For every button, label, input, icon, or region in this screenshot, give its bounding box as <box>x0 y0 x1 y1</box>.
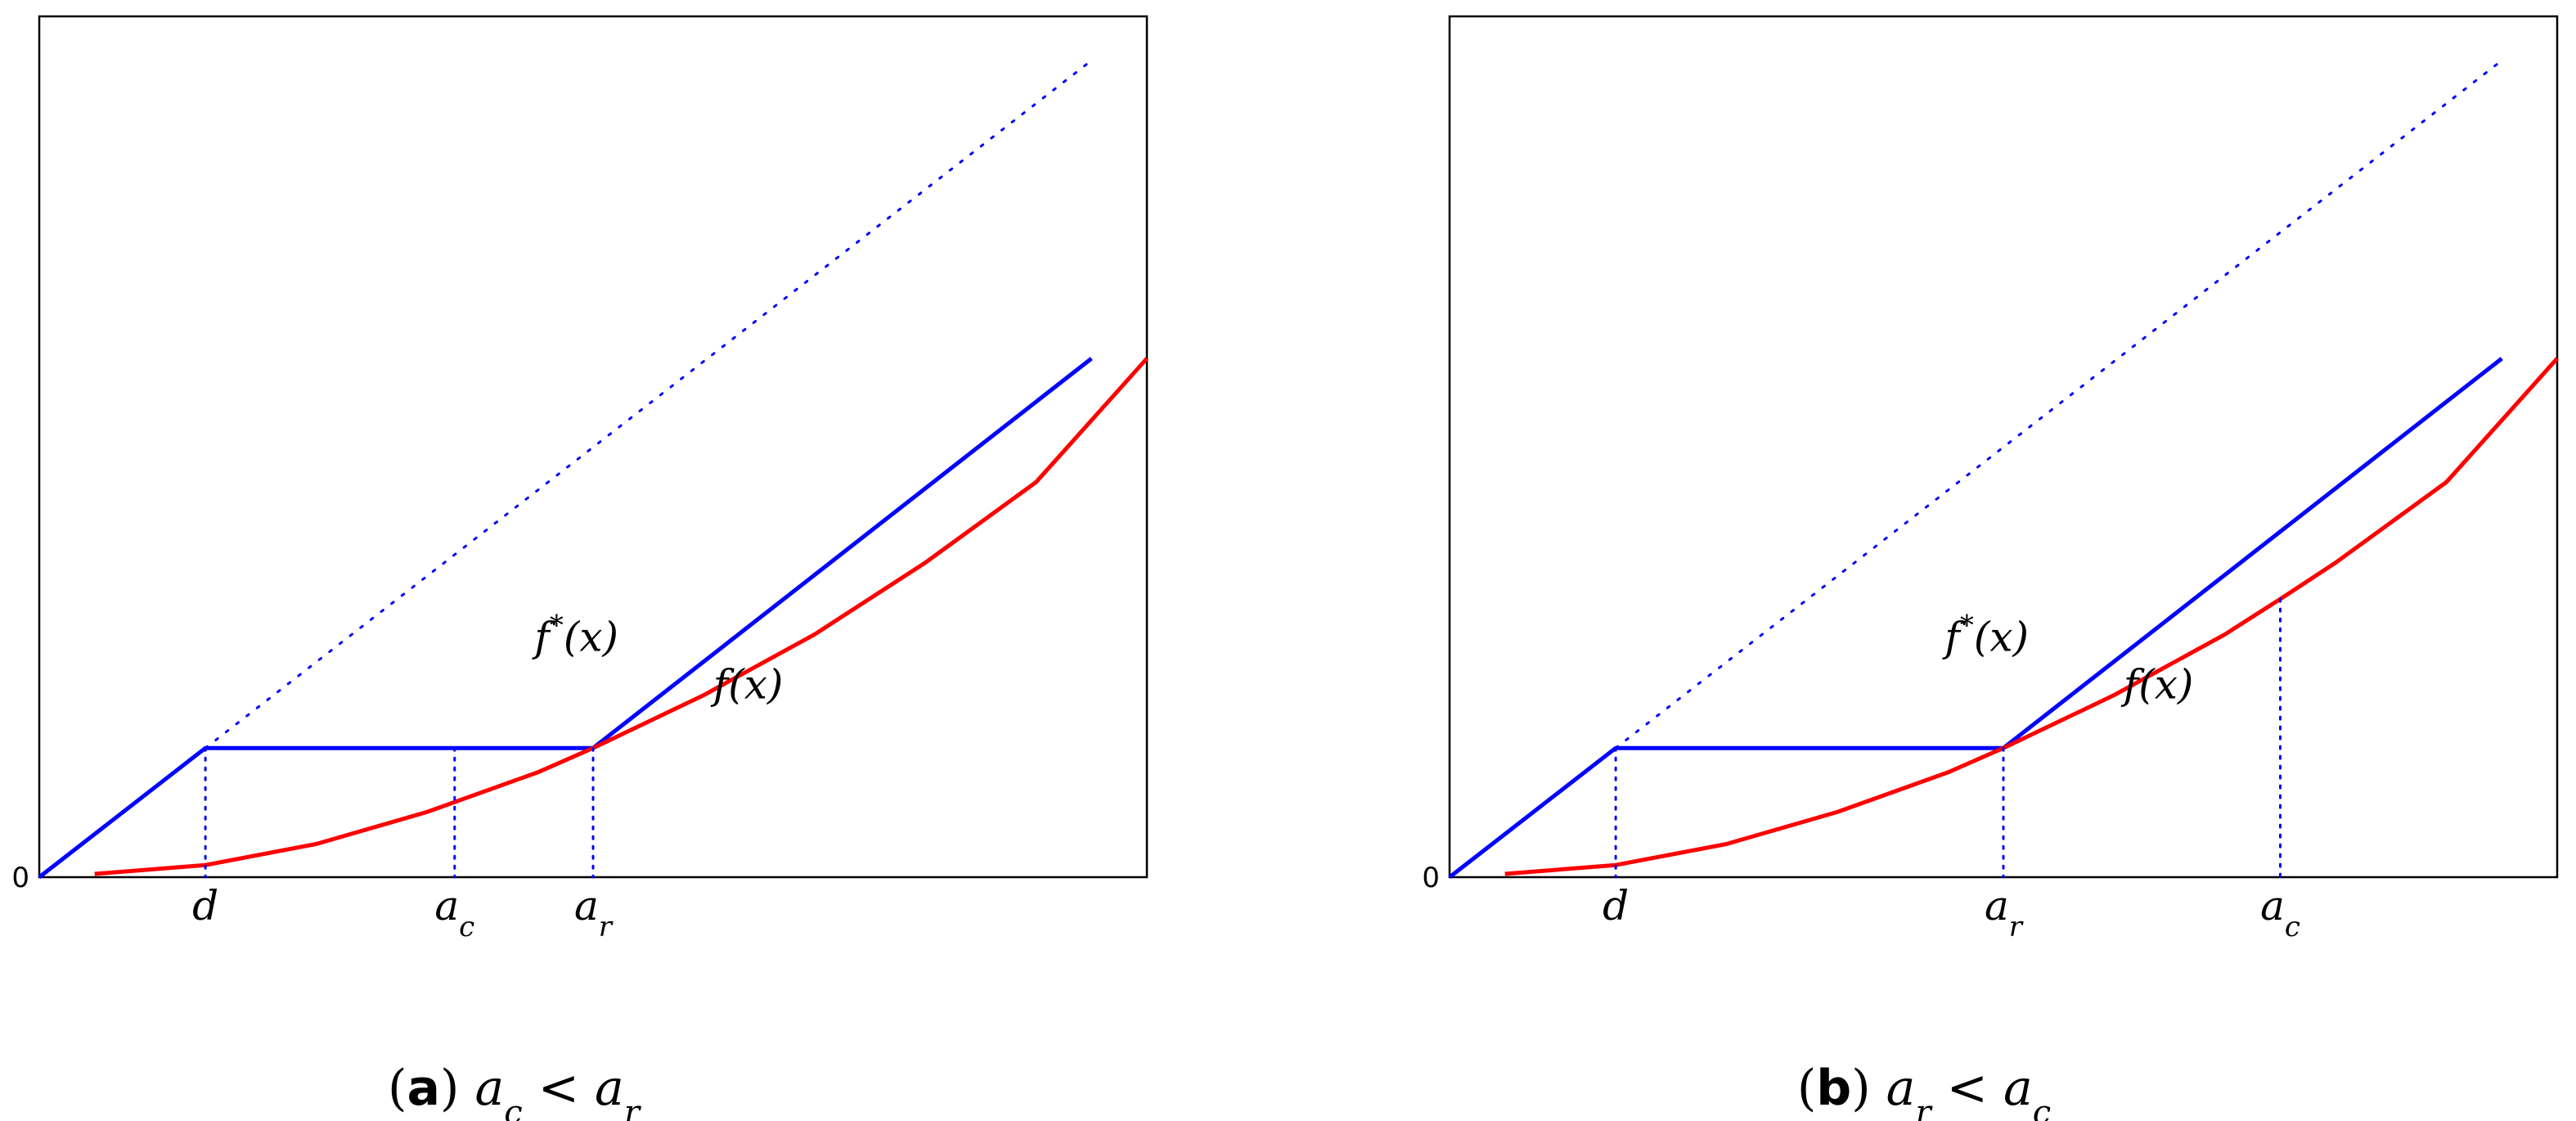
diagonal-dotted-line <box>1614 59 2503 750</box>
series-line-f <box>1504 357 2559 876</box>
x-label-d: d <box>192 882 218 930</box>
x-label-a-r: ar <box>574 882 614 943</box>
y-tick-label: 0 <box>1422 862 1440 894</box>
x-label-a-r: ar <box>1985 882 2024 943</box>
series-line-f-star <box>1448 357 2503 879</box>
caption-b: (b) ar < ac <box>1797 1060 2051 1121</box>
chart-panel-1: 0 d ac ar f*(x) f(x) (a) ac < ar <box>11 15 1149 1121</box>
label-f-star: f*(x) <box>531 610 618 661</box>
diagonal-dotted-line <box>204 59 1093 750</box>
label-f: f(x) <box>710 661 784 709</box>
caption-a: (a) ac < ar <box>388 1060 642 1121</box>
series-line-f-star <box>38 357 1093 879</box>
label-f: f(x) <box>2120 661 2194 709</box>
x-label-a-c: ac <box>2260 882 2300 943</box>
y-tick-label: 0 <box>11 862 29 894</box>
x-label-d: d <box>1603 882 1629 930</box>
label-f-star: f*(x) <box>1941 610 2029 661</box>
series-line-f <box>94 357 1149 876</box>
x-label-a-c: ac <box>434 882 474 943</box>
chart-panel-2: 0 d ar ac f*(x) f(x) (b) ar < ac <box>1422 15 2559 1121</box>
